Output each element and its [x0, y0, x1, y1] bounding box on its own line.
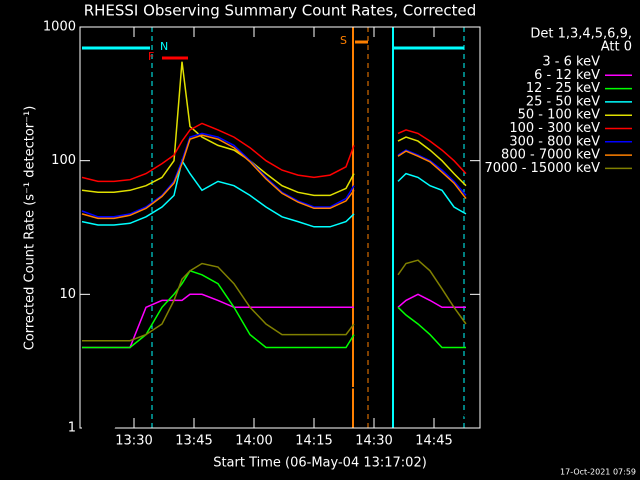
legend-label: 7000 - 15000 keV — [485, 161, 601, 176]
series-line — [82, 273, 467, 429]
x-axis-label: Start Time (06-May-04 13:17:02) — [213, 456, 427, 471]
y-axis-label: Corrected Count Rate (s⁻¹ detector⁻¹) — [23, 106, 38, 351]
x-tick-label: 13:45 — [175, 434, 212, 449]
flag-label: F — [148, 50, 154, 63]
legend-title: Att 0 — [601, 40, 632, 55]
series-line — [81, 132, 467, 218]
x-tick-label: 14:00 — [235, 434, 272, 449]
legend-label: 800 - 7000 keV — [501, 148, 600, 163]
y-tick-label: 1000 — [43, 20, 76, 35]
flag-label: S — [340, 34, 347, 47]
series-line — [81, 134, 467, 220]
legend-label: 50 - 100 keV — [518, 108, 601, 123]
plot-frame — [79, 26, 481, 429]
y-tick-label: 100 — [51, 153, 76, 168]
legend-label: 6 - 12 keV — [534, 68, 600, 83]
x-tick-label: 14:15 — [295, 434, 332, 449]
y-tick-label: 10 — [59, 287, 76, 302]
series-line — [82, 269, 466, 349]
legend-title: Det 1,3,4,5,6,9, — [530, 27, 632, 42]
legend-label: 3 - 6 keV — [542, 55, 600, 70]
series-line — [81, 158, 467, 228]
series-line — [81, 122, 467, 183]
legend-label: 100 - 300 keV — [509, 121, 600, 136]
y-tick-label: 1 — [68, 421, 76, 436]
x-tick-label: 13:30 — [115, 434, 152, 449]
timestamp: 17-Oct-2021 07:59 — [560, 468, 636, 477]
series-line — [81, 61, 467, 197]
x-tick-label: 14:30 — [355, 434, 392, 449]
legend-label: 25 - 50 keV — [526, 94, 600, 109]
x-tick-label: 14:45 — [415, 434, 452, 449]
legend-label: 300 - 800 keV — [509, 134, 600, 149]
legend-label: 12 - 25 keV — [526, 81, 600, 96]
chart-title: RHESSI Observing Summary Count Rates, Co… — [84, 2, 477, 20]
flag-label: N — [160, 40, 168, 53]
series-line — [82, 259, 467, 342]
